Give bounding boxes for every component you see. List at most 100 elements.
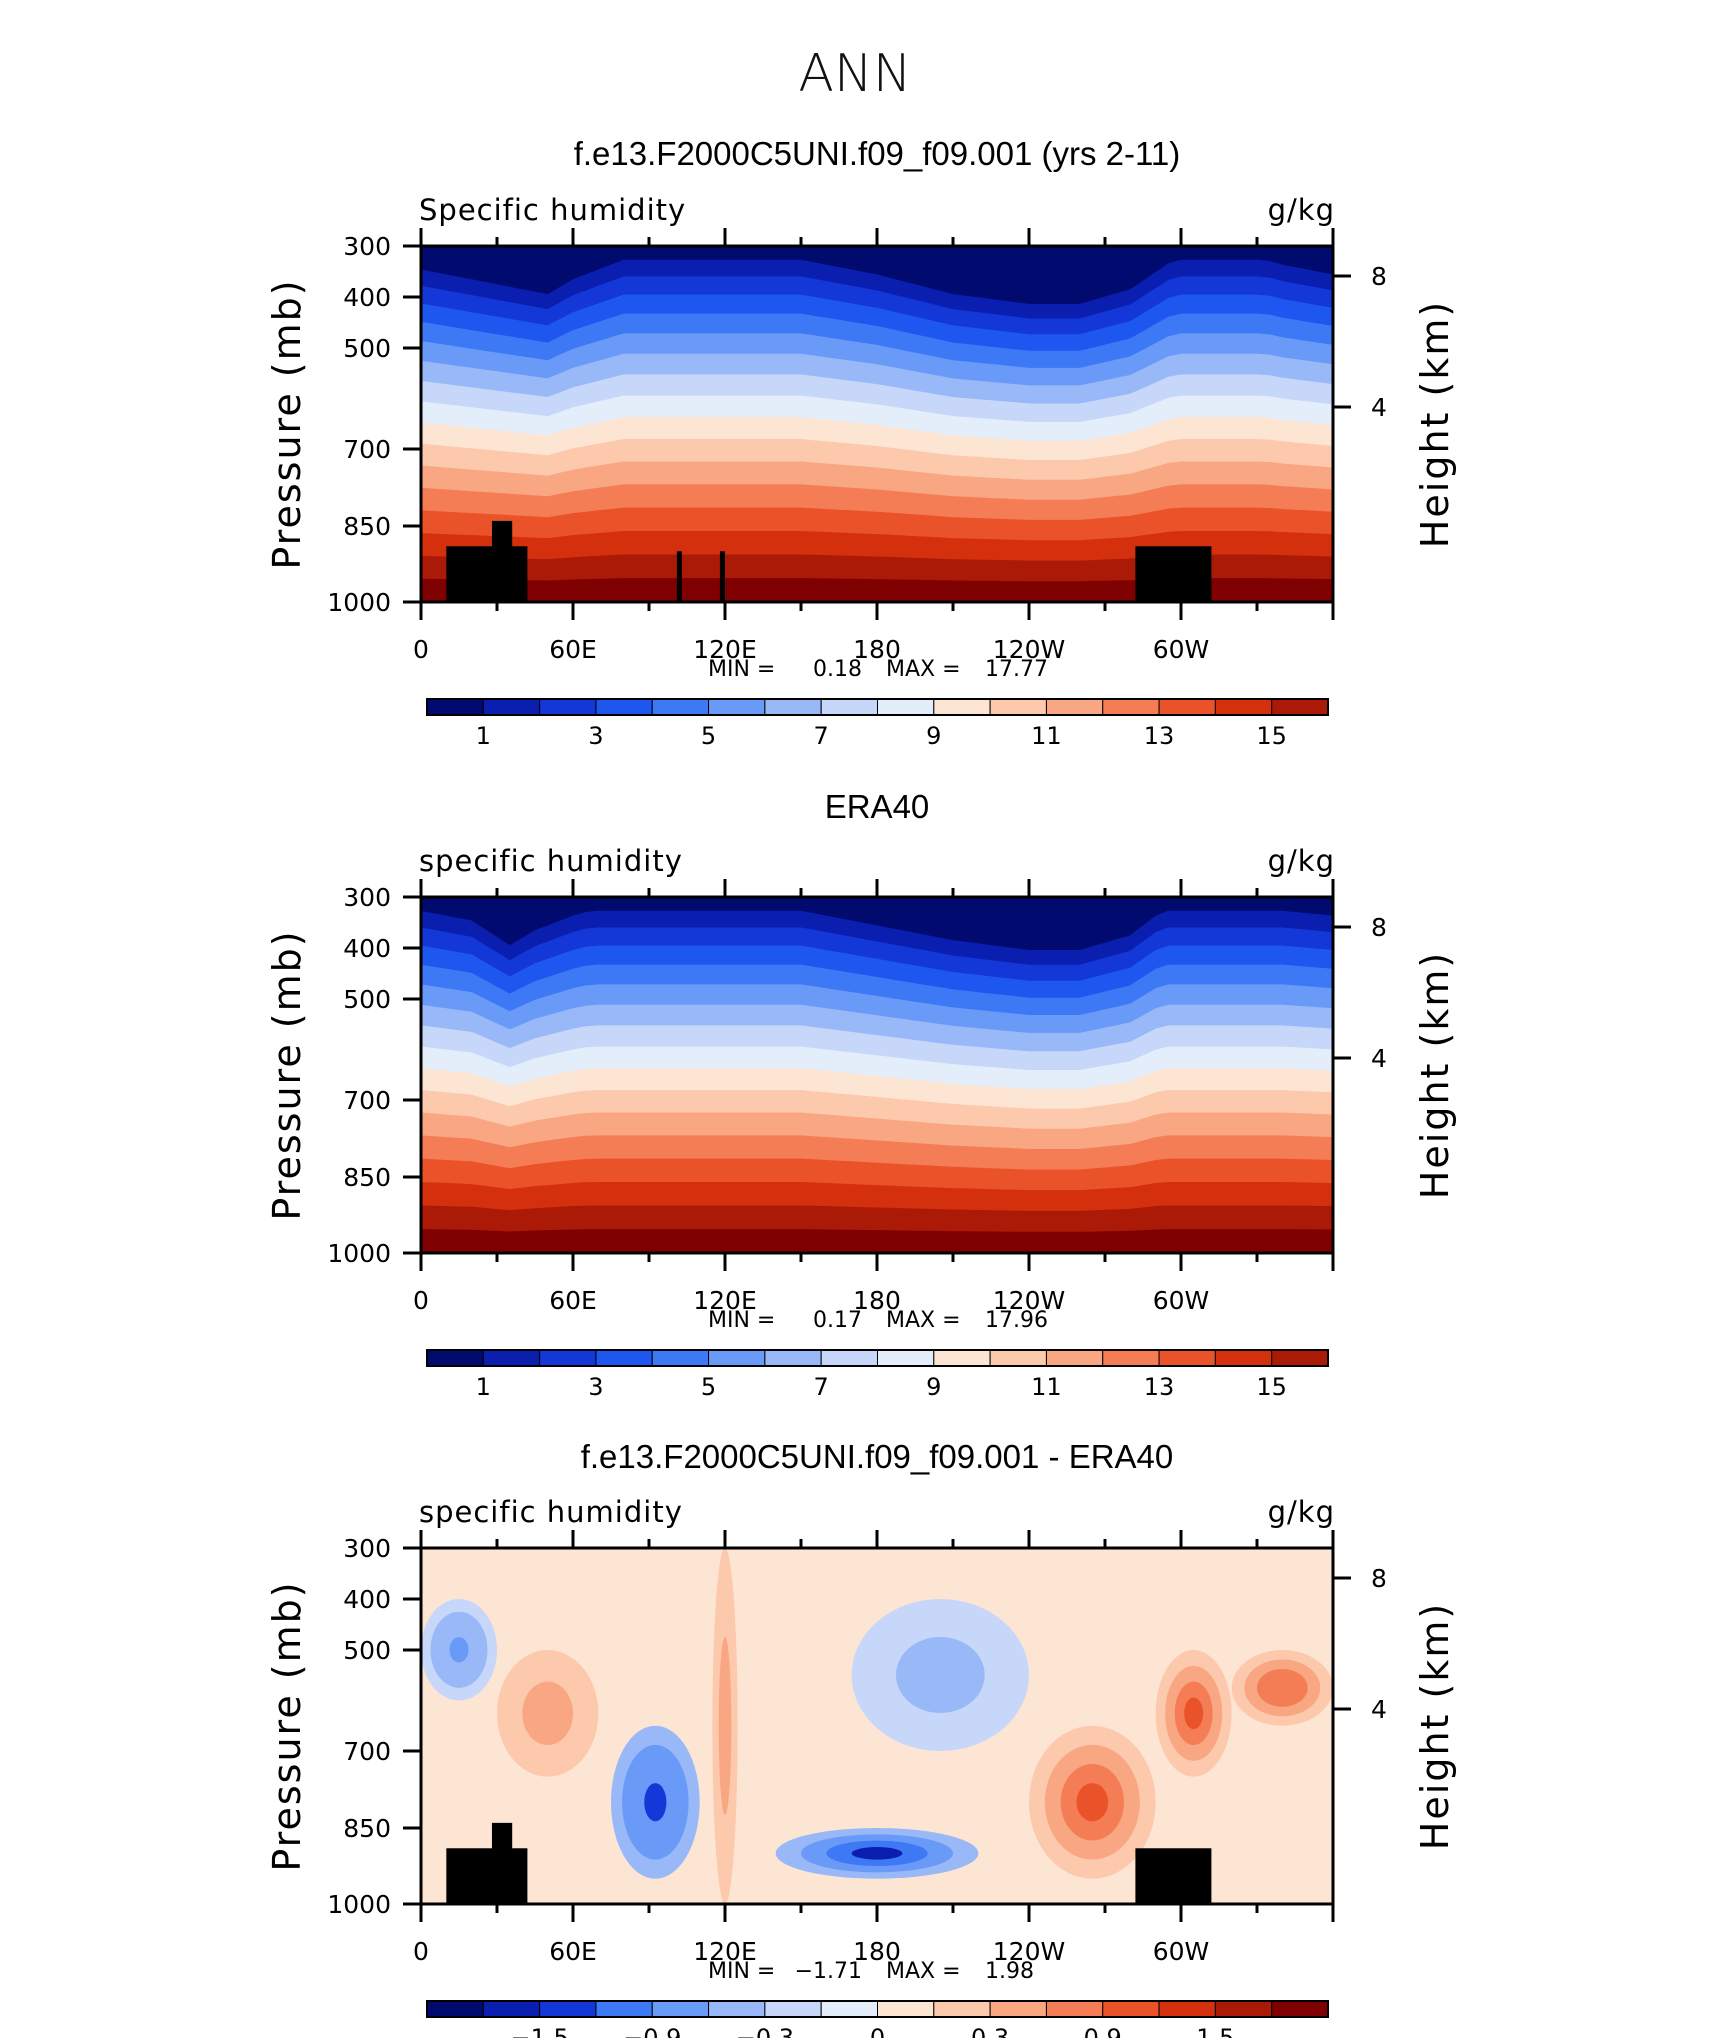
colorbar-cell — [933, 2000, 991, 2018]
colorbar-cell — [1214, 698, 1273, 716]
x-tick-label: 180 — [853, 635, 901, 664]
topography-mask — [446, 546, 528, 602]
colorbar-cell — [820, 2000, 878, 2018]
panel-title: f.e13.F2000C5UNI.f09_f09.001 - ERA40 — [581, 1438, 1174, 1475]
x-tick-label: 0 — [413, 1286, 429, 1315]
colorbar-cell — [426, 1349, 484, 1367]
y-axis-label: Pressure (mb) — [265, 1580, 309, 1871]
colorbar-label: 3 — [588, 722, 603, 750]
colorbar-cell — [651, 698, 710, 716]
colorbar-cell — [426, 698, 484, 716]
colorbar-label: 1 — [476, 722, 491, 750]
colorbar-cell — [1158, 2000, 1216, 2018]
units-label: g/kg — [1268, 1495, 1335, 1529]
colorbar-cell — [1158, 698, 1216, 716]
colorbar-cell — [933, 698, 991, 716]
colorbar-label: 3 — [588, 1373, 603, 1401]
colorbar-cell — [764, 2000, 822, 2018]
colorbar-cell — [989, 2000, 1047, 2018]
humidity-band — [421, 578, 1333, 602]
y-axis-label: Pressure (mb) — [265, 278, 309, 569]
variable-label: specific humidity — [419, 844, 683, 878]
max-label: MAX = — [886, 657, 961, 682]
y-tick-label: 850 — [343, 1163, 391, 1192]
field-layer — [421, 1548, 1333, 1904]
colorbar-label: 1.5 — [1196, 2024, 1234, 2038]
colorbar-cell — [1102, 2000, 1160, 2018]
colorbar-label: 13 — [1144, 722, 1175, 750]
colorbar-cell — [1045, 1349, 1104, 1367]
y2-axis-label: Height (km) — [1413, 951, 1457, 1199]
max-value: 17.96 — [985, 1308, 1048, 1333]
colorbar-cell — [595, 698, 653, 716]
x-tick-label: 120E — [693, 1286, 757, 1315]
field-layer — [421, 897, 1333, 1253]
field-layer — [421, 246, 1333, 602]
x-tick-label: 120W — [993, 635, 1065, 664]
max-value: 17.77 — [985, 657, 1048, 682]
y-tick-label: 400 — [343, 1585, 391, 1614]
x-tick-label: 120E — [693, 635, 757, 664]
colorbar-cell — [820, 1349, 878, 1367]
colorbar-label: 1 — [476, 1373, 491, 1401]
colorbar-cell — [989, 1349, 1047, 1367]
colorbar-cell — [1158, 1349, 1216, 1367]
x-tick-label: 120E — [693, 1937, 757, 1966]
colorbar-label: 0.9 — [1084, 2024, 1122, 2038]
diff-contour — [1184, 1697, 1204, 1730]
colorbar-cell — [989, 698, 1047, 716]
x-tick-label: 0 — [413, 1937, 429, 1966]
topography-mask — [1135, 1848, 1212, 1904]
x-tick-label: 60W — [1153, 635, 1210, 664]
colorbar-cell — [482, 1349, 541, 1367]
colorbar-frame — [426, 1349, 1329, 1367]
colorbar-cell — [1271, 698, 1329, 716]
y2-tick-label: 4 — [1371, 393, 1387, 422]
min-value: 0.18 — [813, 657, 862, 682]
colorbar-label: 7 — [814, 1373, 829, 1401]
y-tick-label: 1000 — [327, 1890, 391, 1919]
colorbar-cell — [1102, 698, 1160, 716]
topography-mask — [491, 520, 513, 602]
variable-label: Specific humidity — [419, 193, 686, 227]
colorbar-cell — [877, 1349, 935, 1367]
panel-title: f.e13.F2000C5UNI.f09_f09.001 (yrs 2-11) — [574, 135, 1181, 172]
y-tick-label: 1000 — [327, 1239, 391, 1268]
topography-mask — [491, 1822, 513, 1904]
y-tick-label: 500 — [343, 985, 391, 1014]
y-axis-label: Pressure (mb) — [265, 929, 309, 1220]
colorbar-cell — [651, 1349, 710, 1367]
x-tick-label: 180 — [853, 1286, 901, 1315]
y-tick-label: 700 — [343, 1737, 391, 1766]
colorbar-cell — [1271, 2000, 1329, 2018]
diff-contour — [644, 1783, 667, 1822]
colorbar-frame — [426, 2000, 1329, 2018]
y2-tick-label: 8 — [1371, 1564, 1387, 1593]
colorbar-label: 0 — [870, 2024, 885, 2038]
diff-contour — [918, 1656, 963, 1694]
x-tick-label: 0 — [413, 635, 429, 664]
colorbar-cell — [764, 698, 822, 716]
chart-panel-1: f.e13.F2000C5UNI.f09_f09.001 (yrs 2-11) S… — [265, 135, 1457, 750]
y-tick-label: 500 — [343, 1636, 391, 1665]
colorbar-cell — [539, 2000, 597, 2018]
topography-mask — [446, 1848, 528, 1904]
x-tick-label: 60W — [1153, 1937, 1210, 1966]
y2-tick-label: 4 — [1371, 1044, 1387, 1073]
y-tick-label: 700 — [343, 435, 391, 464]
x-tick-label: 60E — [549, 635, 597, 664]
y2-tick-label: 8 — [1371, 262, 1387, 291]
colorbar-label: 5 — [701, 722, 716, 750]
colorbar-label: 9 — [926, 722, 941, 750]
colorbar-label: 13 — [1144, 1373, 1175, 1401]
colorbar-cell — [1102, 1349, 1160, 1367]
colorbar-label: 0.3 — [971, 2024, 1009, 2038]
colorbar-label: 5 — [701, 1373, 716, 1401]
colorbar-cell — [820, 698, 878, 716]
colorbar-cell — [595, 2000, 653, 2018]
colorbar-cell — [482, 698, 541, 716]
colorbar-cell — [539, 698, 597, 716]
max-label: MAX = — [886, 1308, 961, 1333]
colorbar-label: −0.3 — [736, 2024, 794, 2038]
y-tick-label: 850 — [343, 512, 391, 541]
